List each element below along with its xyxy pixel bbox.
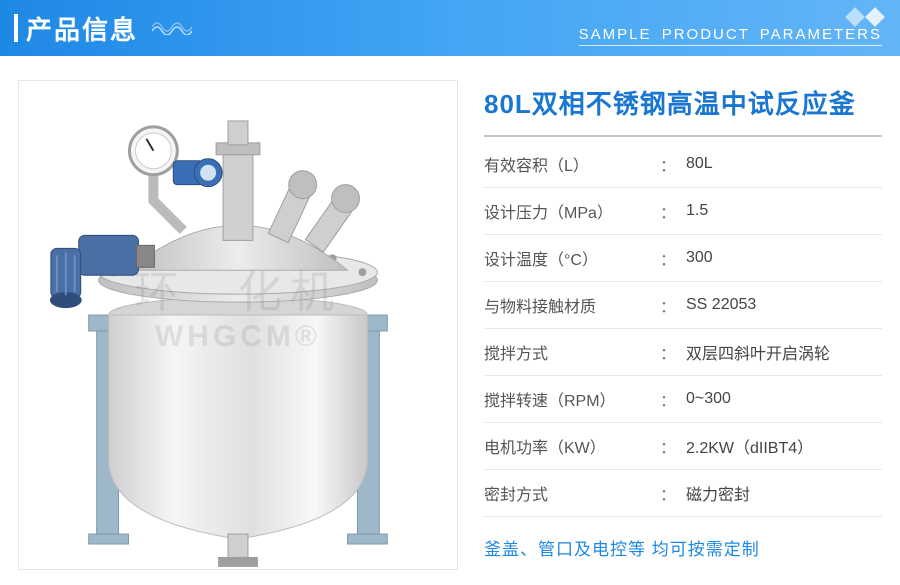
reactor-illustration xyxy=(19,81,457,569)
header-title: 产品信息 xyxy=(26,10,138,47)
spec-colon: ： xyxy=(660,152,686,176)
spec-label: 搅拌方式 xyxy=(484,340,660,364)
header-subtitle: SAMPLE PRODUCT PARAMETERS xyxy=(579,26,882,46)
spec-colon: ： xyxy=(660,340,686,364)
diamond-decor xyxy=(579,10,882,24)
spec-colon: ： xyxy=(660,293,686,317)
diamond-icon xyxy=(865,7,885,27)
spec-value: 双层四斜叶开启涡轮 xyxy=(686,340,882,364)
content-area: 环 化机 WHGCM® 80L双相不锈钢高温中试反应釜 有效容积（L）：80L设… xyxy=(0,56,900,570)
spec-label: 与物料接触材质 xyxy=(484,293,660,317)
spec-list: 有效容积（L）：80L设计压力（MPa）：1.5设计温度（°C）：300与物料接… xyxy=(484,141,882,517)
spec-row: 设计压力（MPa）：1.5 xyxy=(484,188,882,235)
spec-label: 密封方式 xyxy=(484,481,660,505)
spec-colon: ： xyxy=(660,481,686,505)
spec-row: 与物料接触材质：SS 22053 xyxy=(484,282,882,329)
spec-row: 有效容积（L）：80L xyxy=(484,141,882,188)
spec-label: 有效容积（L） xyxy=(484,152,660,176)
spec-value: SS 22053 xyxy=(686,296,882,314)
diamond-icon xyxy=(845,7,865,27)
spec-value: 1.5 xyxy=(686,202,882,220)
spec-colon: ： xyxy=(660,387,686,411)
spec-colon: ： xyxy=(660,246,686,270)
spec-value: 300 xyxy=(686,249,882,267)
spec-row: 设计温度（°C）：300 xyxy=(484,235,882,282)
spec-colon: ： xyxy=(660,199,686,223)
spec-value: 磁力密封 xyxy=(686,481,882,505)
header-bar: 产品信息 SAMPLE PRODUCT PARAMETERS xyxy=(0,0,900,56)
header-right: SAMPLE PRODUCT PARAMETERS xyxy=(579,10,882,46)
product-title: 80L双相不锈钢高温中试反应釜 xyxy=(484,84,882,137)
spec-label: 搅拌转速（RPM） xyxy=(484,387,660,411)
header-left: 产品信息 xyxy=(0,10,192,47)
spec-row: 电机功率（KW）：2.2KW（dIIBT4） xyxy=(484,423,882,470)
header-accent-bar xyxy=(14,14,18,42)
spec-label: 电机功率（KW） xyxy=(484,434,660,458)
customization-note: 釜盖、管口及电控等 均可按需定制 xyxy=(484,535,882,560)
spec-value: 80L xyxy=(686,155,882,173)
product-image: 环 化机 WHGCM® xyxy=(18,80,458,570)
spec-value: 0~300 xyxy=(686,390,882,408)
spec-row: 搅拌方式：双层四斜叶开启涡轮 xyxy=(484,329,882,376)
wave-icon xyxy=(152,21,192,35)
spec-panel: 80L双相不锈钢高温中试反应釜 有效容积（L）：80L设计压力（MPa）：1.5… xyxy=(484,80,882,570)
spec-label: 设计压力（MPa） xyxy=(484,199,660,223)
spec-colon: ： xyxy=(660,434,686,458)
spec-row: 搅拌转速（RPM）：0~300 xyxy=(484,376,882,423)
spec-value: 2.2KW（dIIBT4） xyxy=(686,434,882,458)
spec-row: 密封方式：磁力密封 xyxy=(484,470,882,517)
spec-label: 设计温度（°C） xyxy=(484,246,660,270)
